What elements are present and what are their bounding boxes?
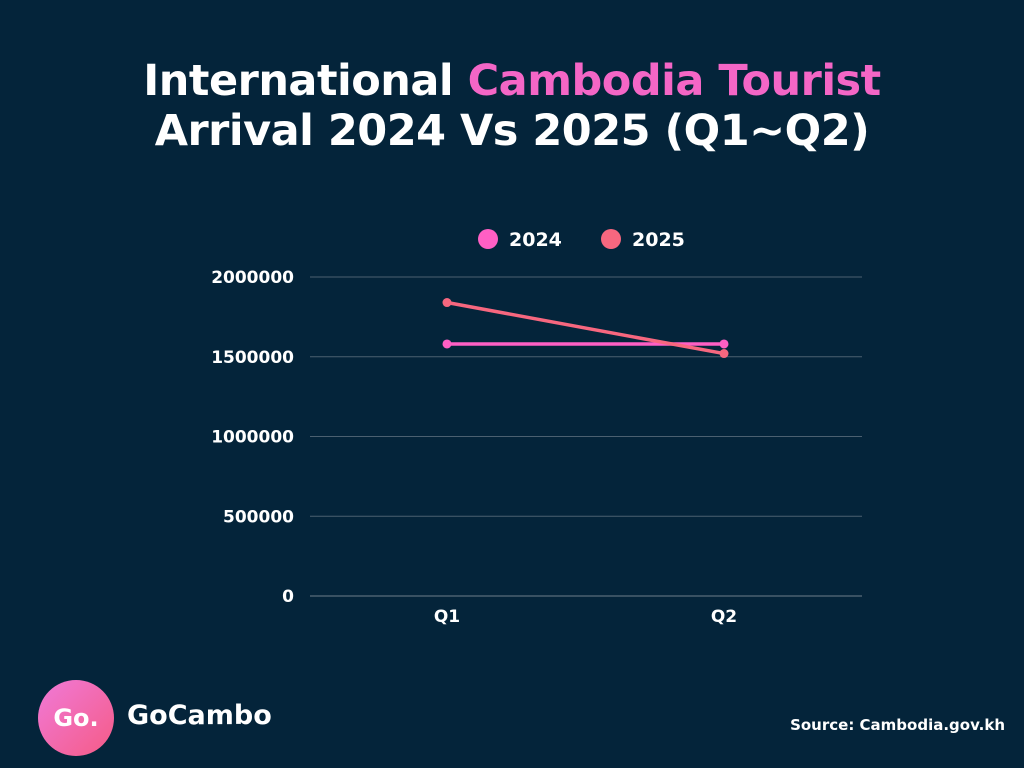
y-tick-label: 2000000: [211, 268, 294, 288]
y-tick-label: 0: [282, 587, 294, 607]
legend-label-2025: 2025: [632, 229, 685, 251]
title-prefix: International: [143, 56, 468, 106]
series-line-2025: [445, 300, 726, 356]
legend-label-2024: 2024: [509, 229, 562, 251]
data-point-2025: [719, 349, 729, 359]
brand-name: GoCambo: [127, 700, 272, 731]
data-point-2025: [442, 298, 452, 308]
title-highlight: Cambodia Tourist: [467, 56, 882, 106]
y-tick-label: 1000000: [211, 428, 294, 448]
y-tick-label: 500000: [223, 507, 294, 527]
y-tick-label: 1500000: [211, 348, 294, 368]
title-line-2: Arrival 2024 Vs 2025 (Q1~Q2): [154, 106, 870, 156]
legend-marker-2024: [478, 229, 498, 249]
data-point-2024: [442, 339, 452, 349]
chart-title: International Cambodia Tourist Arrival 2…: [0, 56, 1024, 156]
gocambo-logo: Go.: [38, 680, 114, 756]
data-point-2024: [719, 339, 729, 349]
title-line-1: International Cambodia Tourist: [0, 56, 1024, 106]
x-tick-label: Q2: [711, 607, 737, 627]
legend-marker-2025: [601, 229, 621, 249]
source-note: Source: Cambodia.gov.kh: [790, 716, 1005, 734]
x-tick-label: Q1: [434, 607, 460, 627]
